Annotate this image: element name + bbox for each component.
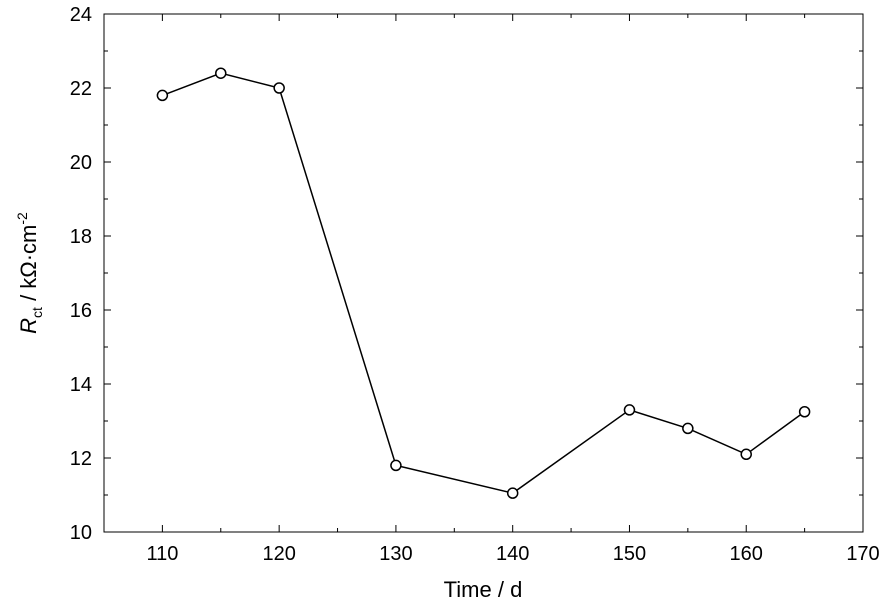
x-tick-label: 110 [146, 543, 178, 565]
data-point [682, 422, 694, 435]
series-line [162, 72, 806, 494]
y-axis-title: Rct / kΩ·cm-2 [14, 212, 45, 334]
y-tick-label: 20 [70, 152, 92, 174]
y-tick-label: 14 [70, 374, 92, 396]
y-tick-label: 10 [70, 522, 92, 544]
axis-ticks [103, 13, 864, 533]
x-tick-label: 130 [379, 543, 412, 565]
data-point [623, 404, 636, 416]
data-point [215, 67, 227, 79]
data-point [273, 82, 285, 94]
x-tick-label: 150 [613, 543, 646, 565]
x-axis-title: Time / d [444, 577, 523, 601]
x-tick-label: 120 [262, 543, 295, 565]
y-tick-label: 12 [70, 448, 92, 470]
data-point [506, 487, 519, 499]
y-axis-exponent: -2 [14, 212, 30, 225]
data-point [798, 406, 811, 418]
x-tick-label: 140 [496, 543, 529, 565]
y-tick-label: 24 [70, 4, 92, 26]
series-layer [156, 67, 811, 499]
y-axis-symbol: R [16, 318, 41, 334]
y-axis-subscript: ct [29, 307, 45, 318]
y-tick-label: 22 [70, 78, 92, 100]
data-point [740, 448, 752, 461]
x-tick-label: 170 [846, 543, 879, 565]
y-axis-unit: / kΩ·cm [16, 225, 41, 307]
data-point [390, 459, 402, 472]
axis-tick-labels: 110 120 130 140 150 160 170 10 12 14 16 18 20 22 24 [70, 4, 880, 565]
x-tick-label: 160 [730, 543, 763, 565]
y-tick-label: 16 [70, 300, 92, 322]
data-point [156, 89, 169, 102]
y-tick-label: 18 [70, 226, 92, 248]
